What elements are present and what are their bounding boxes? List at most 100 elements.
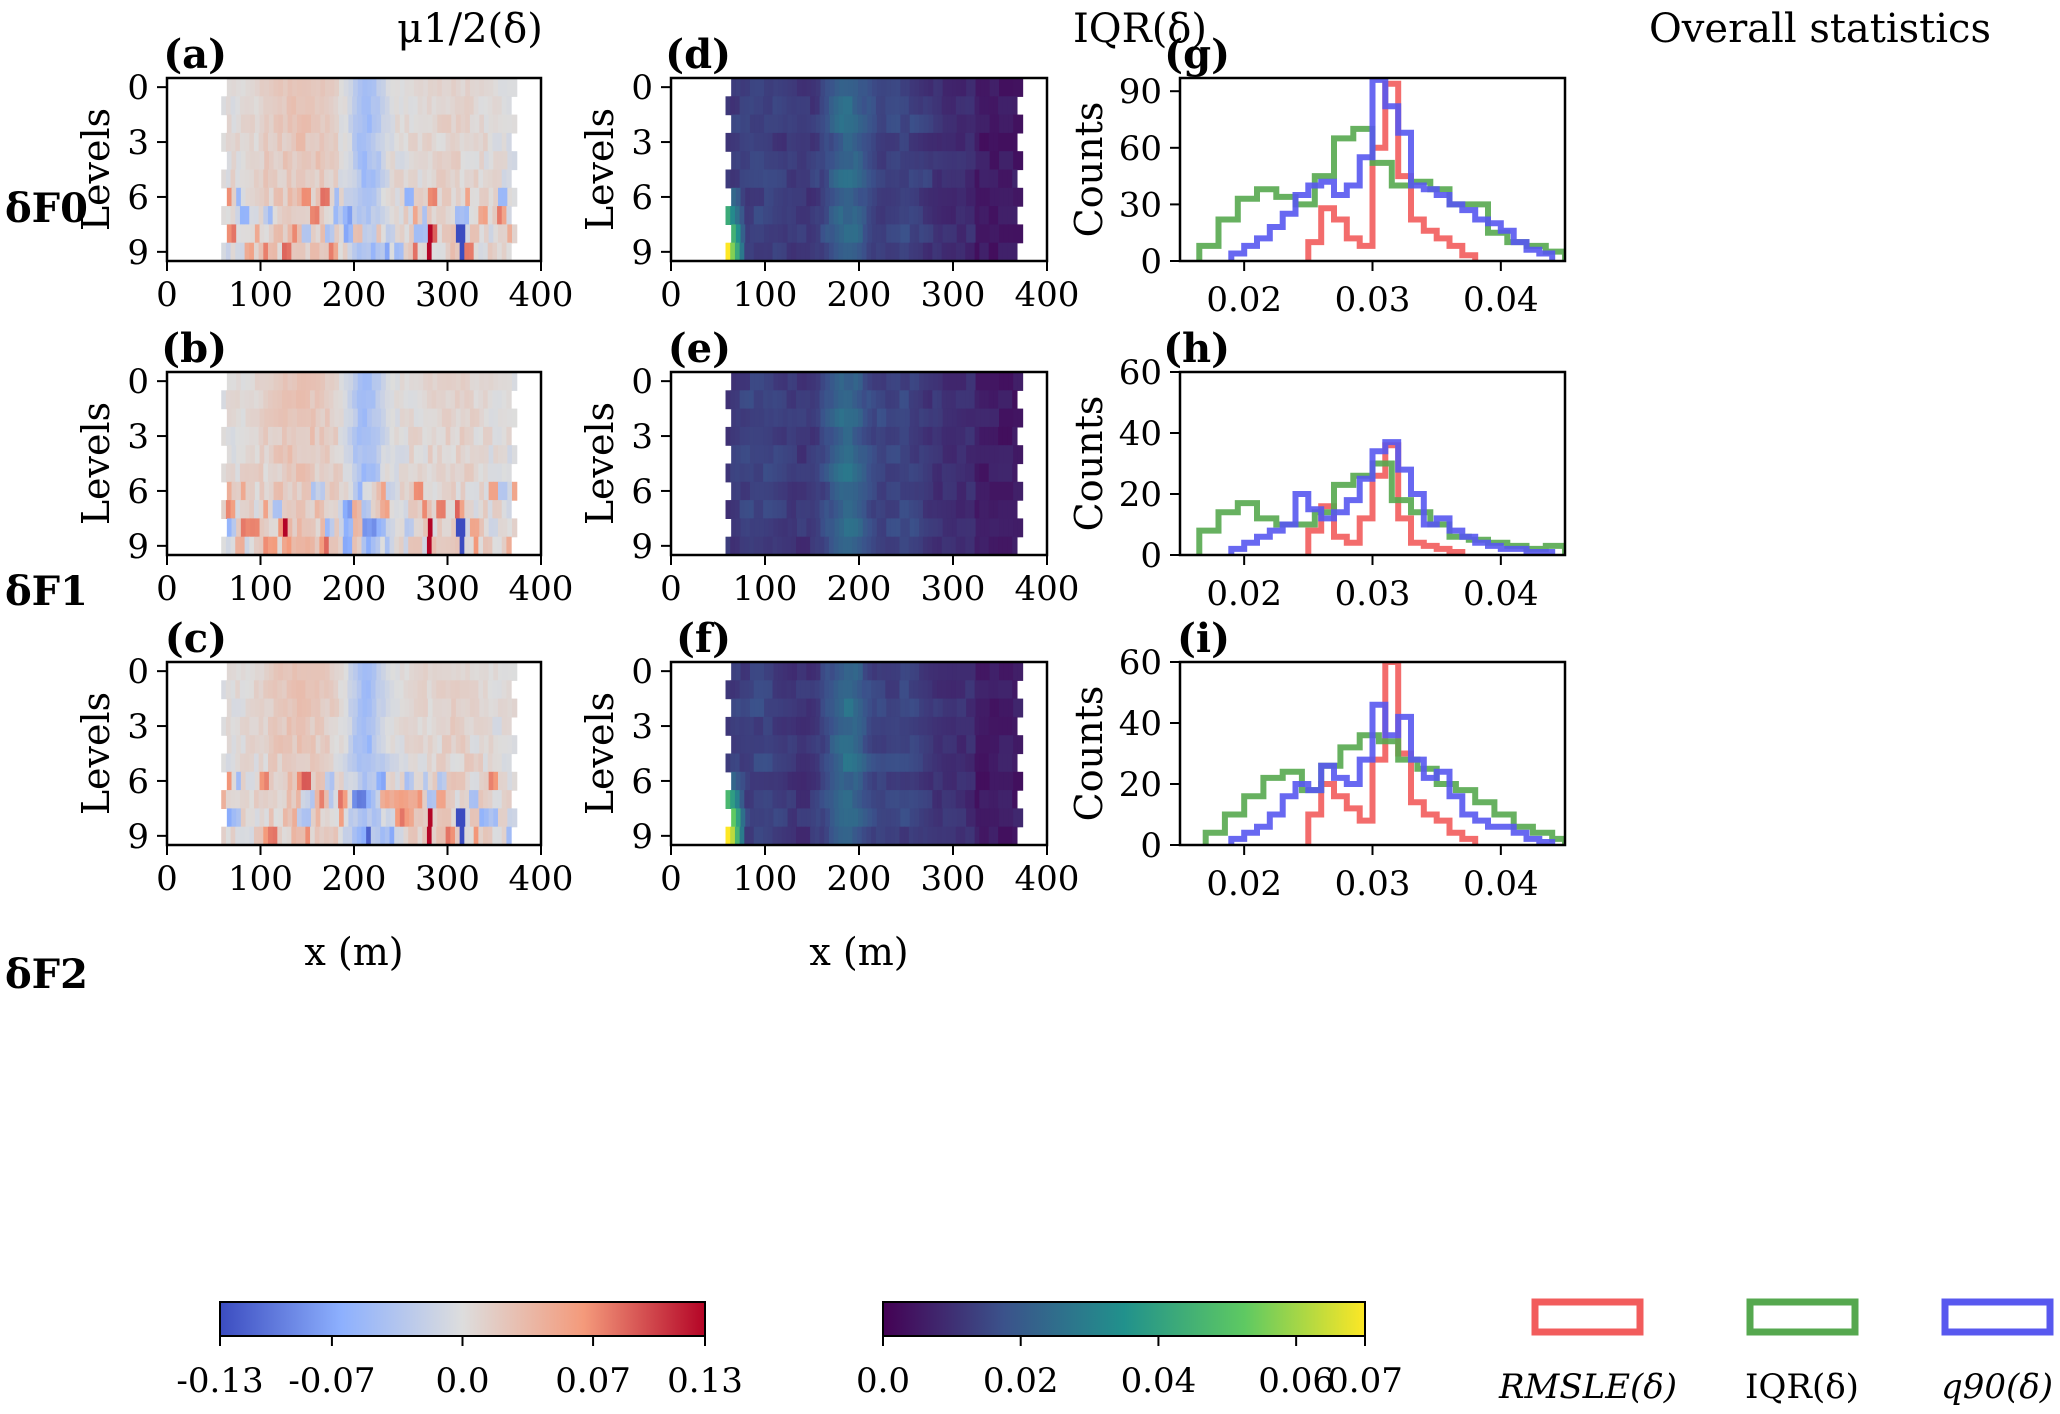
heatmap-cell <box>454 826 461 845</box>
heatmap-cell <box>432 78 438 97</box>
heatmap-cell <box>310 536 316 555</box>
heatmap-cell <box>828 716 835 736</box>
heatmap-cell <box>483 372 490 391</box>
heatmap-cell <box>291 826 297 845</box>
heatmap-cell <box>282 96 288 116</box>
heatmap-cell <box>502 481 508 501</box>
heatmap-cell <box>250 735 256 755</box>
heatmap-cell <box>951 206 957 225</box>
heatmap-cell <box>370 753 377 773</box>
heatmap-cell <box>497 372 504 391</box>
heatmap-cell <box>282 500 288 519</box>
heatmap-cell <box>980 187 986 207</box>
heatmap-cell <box>932 96 938 116</box>
heatmap-cell <box>353 808 359 828</box>
heatmap-cell <box>361 716 367 736</box>
heatmap-cell <box>1017 808 1024 828</box>
heatmap-cell <box>1002 206 1009 225</box>
heatmap-cell <box>348 372 354 391</box>
heatmap-cell <box>245 662 251 681</box>
heatmap-cell <box>749 187 756 207</box>
heatmap-cell <box>975 808 981 828</box>
heatmap-cell <box>338 753 344 773</box>
heatmap-cell <box>857 536 863 555</box>
heatmap-cell <box>409 481 415 501</box>
heatmap-cell <box>815 698 822 718</box>
heatmap-cell <box>905 408 911 428</box>
heatmap-cell <box>267 242 274 261</box>
heatmap-cell <box>965 96 971 116</box>
heatmap-cell <box>403 463 409 483</box>
heatmap-cell <box>334 771 340 791</box>
heatmap-cell <box>838 206 844 225</box>
heatmap-cell <box>946 500 952 519</box>
heatmap-cell <box>734 206 741 225</box>
heatmap-cell <box>848 771 854 791</box>
heatmap-cell <box>1007 96 1013 116</box>
heatmap-cell <box>974 96 980 116</box>
heatmap-cell <box>226 114 233 134</box>
heatmap-cell <box>998 826 1004 845</box>
heatmap-cell <box>965 426 971 446</box>
heatmap-cell <box>352 132 358 152</box>
heatmap-cell <box>858 698 864 718</box>
heatmap-cell <box>267 790 274 809</box>
heatmap-cell <box>370 132 377 152</box>
heatmap-cell <box>469 463 475 483</box>
heatmap-cell <box>282 372 289 391</box>
heatmap-cell <box>440 536 447 555</box>
heatmap-cell <box>894 680 901 700</box>
x-tick-label: 0.03 <box>1335 280 1411 320</box>
heatmap-cells <box>725 662 1024 845</box>
heatmap-cell <box>796 662 803 681</box>
heatmap-cell <box>861 132 868 152</box>
heatmap-cell <box>506 790 512 809</box>
heatmap-cell <box>264 445 270 465</box>
heatmap-cell <box>735 187 742 207</box>
heatmap-cell <box>905 372 911 391</box>
heatmap-cell <box>501 426 507 446</box>
heatmap-cell <box>394 463 400 483</box>
heatmap-cell <box>734 463 741 483</box>
heatmap-cell <box>250 481 256 501</box>
heatmap-cell <box>506 826 512 845</box>
heatmap-cell <box>768 735 775 755</box>
heatmap-cell <box>796 169 802 189</box>
heatmap-cell <box>848 808 854 828</box>
heatmap-cell <box>506 716 512 736</box>
heatmap-cell <box>441 735 448 755</box>
heatmap-cell <box>980 372 986 391</box>
heatmap-cell <box>839 114 845 134</box>
heatmap-cell <box>413 114 420 134</box>
heatmap-cell <box>947 698 953 718</box>
heatmap-cell <box>488 698 494 718</box>
heatmap-cell <box>451 662 457 681</box>
heatmap-cell <box>820 735 826 755</box>
heatmap-cell <box>825 78 831 97</box>
heatmap-cell <box>450 716 456 736</box>
heatmap-cell <box>277 390 283 410</box>
heatmap-cell <box>908 826 915 845</box>
heatmap-cell <box>409 662 415 681</box>
heatmap-cell <box>833 206 839 225</box>
heatmap-cell <box>347 426 353 446</box>
heatmap-cell <box>739 500 745 519</box>
heatmap-cell <box>258 536 264 555</box>
heatmap-cell <box>404 445 410 465</box>
heatmap-cell <box>325 78 331 97</box>
heatmap-cell <box>254 151 261 171</box>
heatmap-cell <box>398 753 405 773</box>
heatmap-cell <box>999 518 1005 538</box>
heatmap-cell <box>998 206 1004 225</box>
heatmap-cell <box>440 790 447 809</box>
heatmap-cell <box>1007 716 1013 736</box>
heatmap-cell <box>872 78 878 97</box>
heatmap-cell <box>440 680 447 700</box>
heatmap-cell <box>984 698 991 718</box>
heatmap-cell <box>834 78 840 97</box>
heatmap-cell <box>343 187 349 207</box>
heatmap-cell <box>998 169 1004 189</box>
heatmap-cell <box>932 536 938 555</box>
heatmap-cell <box>264 408 270 428</box>
heatmap-cell <box>362 78 368 97</box>
